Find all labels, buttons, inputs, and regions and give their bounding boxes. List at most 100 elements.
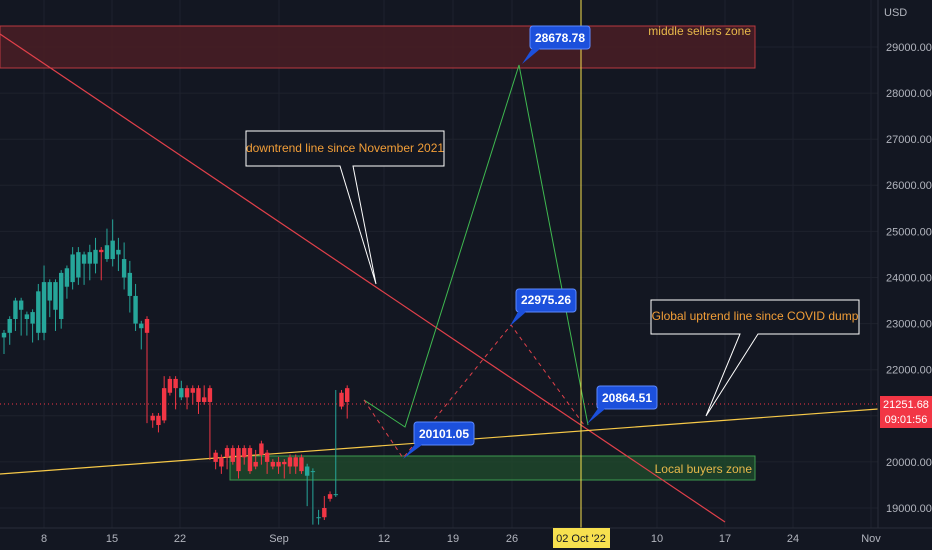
middle-sellers-zone-label: middle sellers zone bbox=[648, 24, 751, 38]
crosshair-date-badge bbox=[553, 528, 610, 548]
candle-body bbox=[190, 388, 195, 393]
time-tick-label: 8 bbox=[41, 533, 47, 545]
countdown-value: 09:01:56 bbox=[885, 414, 928, 426]
candle-body bbox=[310, 471, 316, 473]
candle-body bbox=[196, 388, 201, 402]
price-tag-20101[interactable]: 20101.05 bbox=[403, 421, 475, 459]
candle-body bbox=[219, 457, 224, 467]
time-tick-label: 24 bbox=[787, 533, 799, 545]
candle-body bbox=[13, 300, 18, 319]
price-tag-box bbox=[413, 421, 475, 446]
crosshair-date-label: 02 Oct '22 bbox=[556, 533, 606, 545]
candle-body bbox=[36, 291, 41, 333]
candle-body bbox=[327, 494, 333, 499]
candle-body bbox=[173, 378, 178, 389]
candle-body bbox=[276, 461, 281, 467]
middle-sellers-zone bbox=[0, 25, 756, 69]
price-tag-22975[interactable]: 22975.26 bbox=[510, 288, 577, 326]
candle-body bbox=[76, 252, 81, 278]
candle-body bbox=[110, 240, 115, 260]
candle-body bbox=[116, 249, 121, 255]
price-tag-box bbox=[515, 288, 577, 313]
last-price-badge-box bbox=[880, 396, 932, 428]
projection-bull-path bbox=[363, 64, 589, 428]
time-tick-label: 15 bbox=[106, 533, 118, 545]
candle-body bbox=[41, 282, 47, 333]
price-tag-pointer bbox=[522, 47, 540, 64]
local-buyers-zone-label: Local buyers zone bbox=[655, 462, 753, 476]
price-axis-ticks: 19000.0020000.0021000.0022000.0023000.00… bbox=[886, 42, 932, 515]
candle-body bbox=[287, 457, 293, 467]
time-tick-label: 10 bbox=[651, 533, 663, 545]
local-buyers-zone bbox=[229, 455, 756, 481]
candle-body bbox=[253, 461, 258, 467]
price-tick-label: 19000.00 bbox=[886, 503, 932, 515]
uptrend-callout-text: Global uptrend line since COVID dump bbox=[652, 309, 859, 323]
candle-body bbox=[99, 249, 104, 253]
candle-body bbox=[184, 388, 190, 398]
candle-body bbox=[30, 312, 35, 324]
downtrend-callout: downtrend line since November 2021 bbox=[245, 130, 445, 285]
candle-body bbox=[156, 415, 161, 426]
candle-body bbox=[264, 452, 270, 462]
last-price-value: 21251.68 bbox=[883, 399, 929, 411]
candle-body bbox=[81, 254, 87, 264]
time-tick-label: 26 bbox=[506, 533, 518, 545]
candle-body bbox=[242, 448, 247, 458]
price-tick-label: 23000.00 bbox=[886, 318, 932, 330]
candle-body bbox=[316, 517, 321, 519]
time-tick-label: Nov bbox=[861, 533, 881, 545]
uptrend-callout: Global uptrend line since COVID dump bbox=[650, 299, 860, 417]
time-axis-ticks: 8 15 22 Sep 12 19 26 10 17 24 Nov bbox=[41, 533, 881, 545]
candle-body bbox=[150, 415, 155, 421]
downtrend-line[interactable] bbox=[0, 33, 726, 523]
price-tag-text: 20864.51 bbox=[602, 391, 652, 405]
price-tag-20864[interactable]: 20864.51 bbox=[587, 385, 658, 424]
price-tick-label: 22000.00 bbox=[886, 365, 932, 377]
price-tick-label: 24000.00 bbox=[886, 272, 932, 284]
candle-body bbox=[59, 272, 64, 319]
uptrend-callout-shape bbox=[650, 299, 860, 417]
candle-body bbox=[18, 300, 24, 310]
candle-body bbox=[121, 259, 127, 278]
price-tick-label: 20000.00 bbox=[886, 457, 932, 469]
candle-body bbox=[202, 397, 207, 402]
candles bbox=[1, 219, 350, 525]
price-tag-box bbox=[529, 25, 591, 50]
candle-body bbox=[64, 268, 70, 287]
price-axis-background bbox=[878, 0, 932, 528]
candle-body bbox=[282, 461, 287, 465]
candle-body bbox=[47, 282, 52, 301]
candle-body bbox=[293, 457, 298, 467]
downtrend-callout-text: downtrend line since November 2021 bbox=[246, 141, 444, 155]
price-tag-pointer bbox=[587, 407, 605, 424]
price-tag-text: 22975.26 bbox=[521, 293, 571, 307]
time-tick-label: Sep bbox=[269, 533, 289, 545]
candle-body bbox=[259, 443, 264, 455]
currency-label: USD bbox=[884, 7, 907, 19]
candle-body bbox=[24, 314, 30, 319]
price-tag-pointer bbox=[510, 310, 526, 326]
candle-body bbox=[299, 457, 304, 472]
price-tick-label: 27000.00 bbox=[886, 134, 932, 146]
price-tag-text: 20101.05 bbox=[419, 427, 469, 441]
candle-body bbox=[127, 272, 133, 296]
candle-body bbox=[333, 494, 338, 496]
price-tick-label: 26000.00 bbox=[886, 180, 932, 192]
candle-body bbox=[230, 448, 235, 462]
candle-body bbox=[133, 295, 138, 324]
candle-body bbox=[304, 466, 310, 476]
candle-body bbox=[213, 452, 218, 462]
candle-body bbox=[236, 448, 241, 472]
time-tick-label: 17 bbox=[719, 533, 731, 545]
candle-body bbox=[7, 318, 12, 333]
price-tag-text: 28678.78 bbox=[535, 31, 585, 45]
candle-body bbox=[93, 249, 98, 264]
downtrend-callout-shape bbox=[245, 130, 445, 285]
candle-body bbox=[70, 254, 75, 283]
candle-body bbox=[270, 461, 276, 467]
price-tag-28678[interactable]: 28678.78 bbox=[522, 25, 591, 64]
candle-body bbox=[224, 448, 230, 458]
candle-body bbox=[53, 282, 58, 310]
